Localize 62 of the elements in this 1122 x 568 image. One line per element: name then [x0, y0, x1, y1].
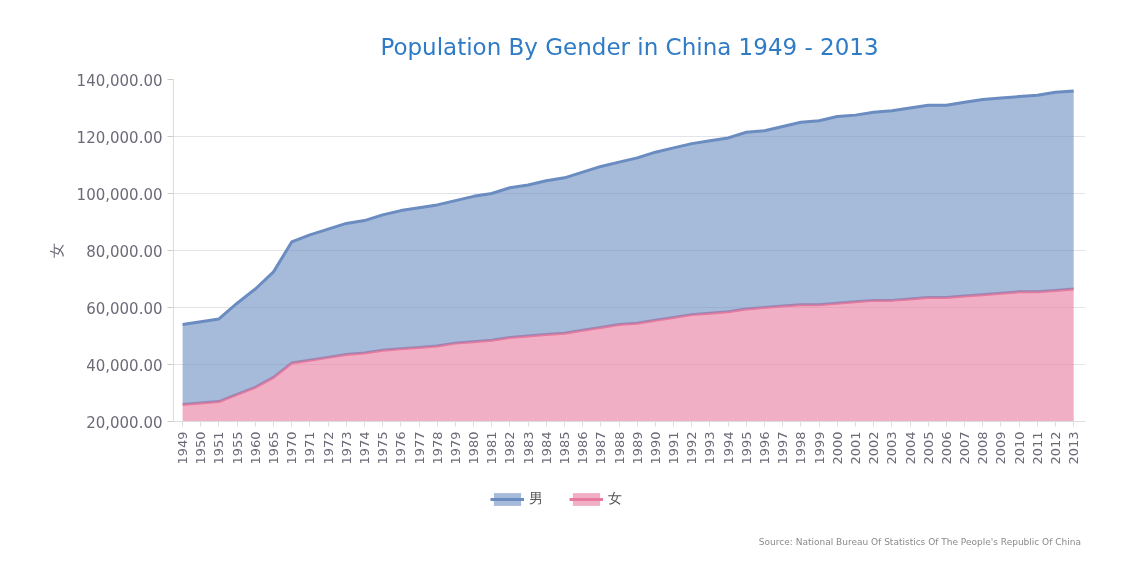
x-tick-label: 1982	[502, 431, 518, 465]
legend-label: 女	[608, 490, 623, 508]
x-tick-label: 2012	[1047, 431, 1063, 465]
x-tick-label: 1960	[247, 431, 263, 465]
legend-label: 男	[529, 490, 544, 508]
x-tick-label: 1988	[611, 431, 627, 465]
x-tick-label: 1972	[320, 431, 336, 465]
x-tick-label: 1992	[684, 431, 700, 465]
x-tick-label: 1974	[356, 431, 372, 465]
x-tick-label: 1949	[175, 431, 191, 465]
x-tick-label: 1990	[647, 431, 663, 465]
x-tick-label: 1978	[429, 431, 445, 465]
x-tick-label: 2002	[866, 431, 882, 465]
y-tick-label: 100,000.00	[76, 185, 163, 204]
x-tick-label: 1987	[593, 431, 609, 465]
x-tick-label: 1970	[284, 431, 300, 465]
x-tick-label: 2006	[938, 431, 954, 465]
x-tick-label: 1976	[393, 431, 409, 465]
x-tick-label: 1998	[793, 431, 809, 465]
x-tick-label: 2004	[902, 431, 918, 465]
x-tick-label: 1973	[338, 431, 354, 465]
x-tick-label: 1975	[375, 431, 391, 465]
chart-title: Population By Gender in China 1949 - 2013	[380, 33, 879, 60]
x-tick-label: 2005	[920, 431, 936, 465]
x-tick-label: 1979	[447, 431, 463, 465]
x-tick-label: 1994	[720, 431, 736, 465]
x-tick-label: 2010	[1011, 431, 1027, 465]
x-tick-label: 1981	[484, 431, 500, 465]
x-tick-label: 1983	[520, 431, 536, 465]
x-tick-label: 1951	[211, 431, 227, 465]
y-tick-label: 120,000.00	[76, 128, 163, 147]
x-tick-label: 1999	[811, 431, 827, 465]
x-tick-label: 2011	[1029, 431, 1045, 465]
x-tick-label: 1955	[229, 431, 245, 465]
x-tick-label: 1997	[775, 431, 791, 465]
x-tick-label: 1986	[575, 431, 591, 465]
x-tick-label: 2013	[1066, 431, 1082, 465]
x-tick-label: 1993	[702, 431, 718, 465]
x-tick-label: 1995	[738, 431, 754, 465]
x-tick-label: 2009	[993, 431, 1009, 465]
y-tick-label: 140,000.00	[76, 71, 163, 90]
x-tick-label: 1996	[757, 431, 773, 465]
x-tick-label: 1977	[411, 431, 427, 465]
x-tick-label: 1989	[629, 431, 645, 465]
y-tick-label: 60,000.00	[86, 299, 163, 318]
x-tick-label: 2003	[884, 431, 900, 465]
x-tick-label: 1980	[466, 431, 482, 465]
x-tick-label: 1984	[538, 431, 554, 465]
x-tick-label: 1991	[666, 431, 682, 465]
x-tick-label: 1985	[556, 431, 572, 465]
x-tick-label: 2001	[847, 431, 863, 465]
x-tick-label: 2007	[957, 431, 973, 465]
source-note: Source: National Bureau Of Statistics Of The People's Republic Of China	[758, 536, 1081, 547]
x-tick-label: 1950	[193, 431, 209, 465]
x-tick-label: 1965	[266, 431, 282, 465]
x-tick-label: 1971	[302, 431, 318, 465]
x-tick-label: 2000	[829, 431, 845, 465]
y-tick-label: 20,000.00	[86, 413, 163, 432]
x-tick-label: 2008	[975, 431, 991, 465]
y-tick-label: 40,000.00	[86, 356, 163, 375]
y-tick-label: 80,000.00	[86, 242, 163, 261]
y-axis-title: 女	[47, 243, 66, 258]
